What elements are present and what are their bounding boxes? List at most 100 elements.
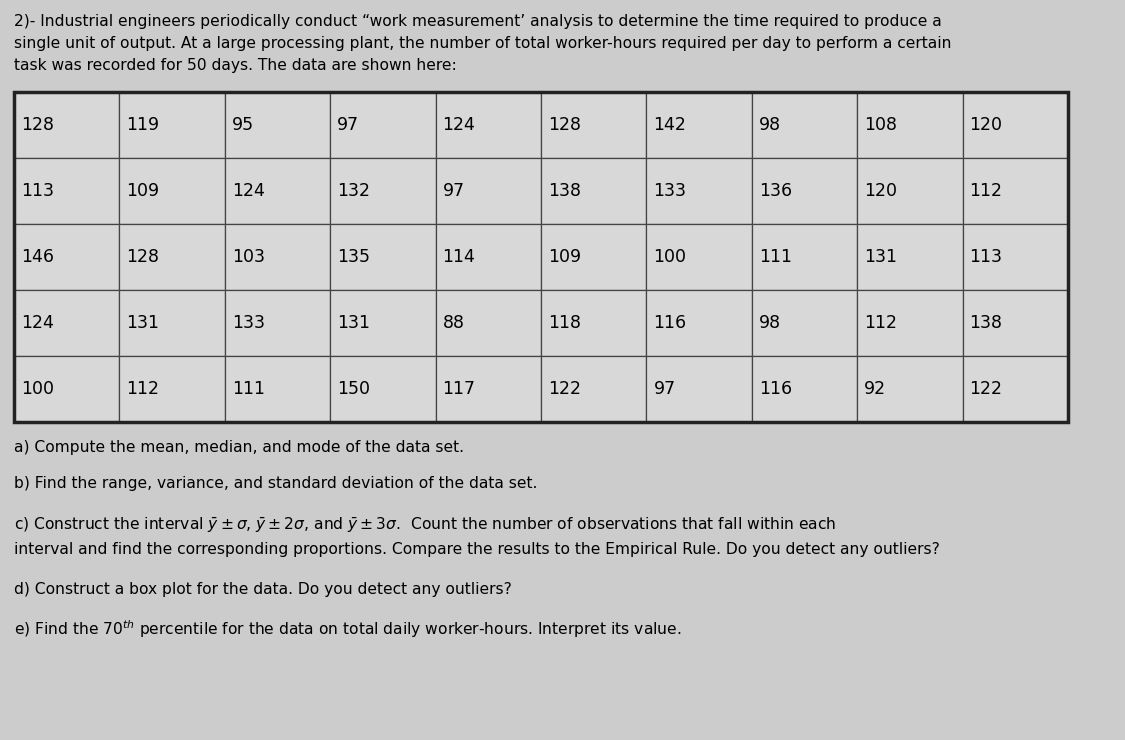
- Bar: [225, 290, 331, 356]
- Text: 131: 131: [338, 314, 370, 332]
- Text: 112: 112: [970, 182, 1002, 200]
- Text: 98: 98: [758, 116, 781, 134]
- Text: a) Compute the mean, median, and mode of the data set.: a) Compute the mean, median, and mode of…: [14, 440, 463, 455]
- Bar: [752, 356, 857, 422]
- Text: 118: 118: [548, 314, 580, 332]
- Text: 136: 136: [758, 182, 792, 200]
- Text: 88: 88: [442, 314, 465, 332]
- Text: 103: 103: [232, 248, 264, 266]
- Bar: [331, 224, 435, 290]
- Bar: [14, 158, 119, 224]
- Bar: [963, 224, 1068, 290]
- Text: 131: 131: [864, 248, 898, 266]
- Text: 109: 109: [548, 248, 582, 266]
- Bar: [14, 290, 119, 356]
- Text: d) Construct a box plot for the data. Do you detect any outliers?: d) Construct a box plot for the data. Do…: [14, 582, 512, 597]
- Bar: [541, 224, 647, 290]
- Bar: [647, 224, 752, 290]
- Text: 128: 128: [548, 116, 580, 134]
- Text: interval and find the corresponding proportions. Compare the results to the Empi: interval and find the corresponding prop…: [14, 542, 939, 557]
- Text: 124: 124: [442, 116, 476, 134]
- Bar: [857, 290, 963, 356]
- Bar: [541, 158, 647, 224]
- Text: 97: 97: [654, 380, 675, 398]
- Bar: [119, 92, 225, 158]
- Bar: [331, 158, 435, 224]
- Bar: [857, 92, 963, 158]
- Text: 111: 111: [758, 248, 792, 266]
- Bar: [647, 290, 752, 356]
- Text: 132: 132: [338, 182, 370, 200]
- Bar: [225, 158, 331, 224]
- Text: 150: 150: [338, 380, 370, 398]
- Bar: [752, 290, 857, 356]
- Text: task was recorded for 50 days. The data are shown here:: task was recorded for 50 days. The data …: [14, 58, 457, 73]
- Text: 120: 120: [864, 182, 898, 200]
- Bar: [331, 290, 435, 356]
- Bar: [14, 356, 119, 422]
- Text: 109: 109: [126, 182, 160, 200]
- Bar: [857, 158, 963, 224]
- Text: 138: 138: [970, 314, 1002, 332]
- Bar: [435, 92, 541, 158]
- Text: 138: 138: [548, 182, 580, 200]
- Bar: [435, 158, 541, 224]
- Bar: [331, 92, 435, 158]
- Bar: [647, 92, 752, 158]
- Text: 92: 92: [864, 380, 886, 398]
- Text: 117: 117: [442, 380, 476, 398]
- Bar: [857, 356, 963, 422]
- Bar: [119, 290, 225, 356]
- Text: 100: 100: [654, 248, 686, 266]
- Text: 111: 111: [232, 380, 264, 398]
- Bar: [647, 356, 752, 422]
- Text: 120: 120: [970, 116, 1002, 134]
- Text: 128: 128: [126, 248, 160, 266]
- Text: 112: 112: [126, 380, 160, 398]
- Text: 116: 116: [654, 314, 686, 332]
- Text: 119: 119: [126, 116, 160, 134]
- Bar: [963, 356, 1068, 422]
- Text: 146: 146: [21, 248, 54, 266]
- Bar: [119, 158, 225, 224]
- Bar: [14, 224, 119, 290]
- Bar: [541, 356, 647, 422]
- Text: c) Construct the interval $\bar{y} \pm \sigma$, $\bar{y} \pm 2\sigma$, and $\bar: c) Construct the interval $\bar{y} \pm \…: [14, 516, 836, 535]
- Bar: [119, 356, 225, 422]
- Text: 122: 122: [548, 380, 580, 398]
- Bar: [14, 92, 1068, 422]
- Text: 100: 100: [21, 380, 54, 398]
- Text: 124: 124: [21, 314, 54, 332]
- Text: b) Find the range, variance, and standard deviation of the data set.: b) Find the range, variance, and standar…: [14, 476, 538, 491]
- Bar: [857, 224, 963, 290]
- Text: 135: 135: [338, 248, 370, 266]
- Bar: [225, 356, 331, 422]
- Text: 97: 97: [442, 182, 465, 200]
- Bar: [14, 92, 119, 158]
- Text: 124: 124: [232, 182, 264, 200]
- Text: 114: 114: [442, 248, 476, 266]
- Bar: [331, 356, 435, 422]
- Bar: [963, 92, 1068, 158]
- Bar: [541, 92, 647, 158]
- Text: 113: 113: [21, 182, 54, 200]
- Text: 98: 98: [758, 314, 781, 332]
- Text: 116: 116: [758, 380, 792, 398]
- Text: 2)- Industrial engineers periodically conduct “work measurement’ analysis to det: 2)- Industrial engineers periodically co…: [14, 14, 942, 29]
- Text: 131: 131: [126, 314, 160, 332]
- Text: 95: 95: [232, 116, 254, 134]
- Bar: [963, 158, 1068, 224]
- Text: 142: 142: [654, 116, 686, 134]
- Text: e) Find the 70$^{th}$ percentile for the data on total daily worker-hours. Inter: e) Find the 70$^{th}$ percentile for the…: [14, 618, 682, 639]
- Bar: [225, 92, 331, 158]
- Bar: [435, 224, 541, 290]
- Text: 108: 108: [864, 116, 898, 134]
- Text: 122: 122: [970, 380, 1002, 398]
- Bar: [752, 92, 857, 158]
- Text: 97: 97: [338, 116, 359, 134]
- Bar: [752, 158, 857, 224]
- Bar: [963, 290, 1068, 356]
- Text: 133: 133: [654, 182, 686, 200]
- Bar: [541, 290, 647, 356]
- Bar: [119, 224, 225, 290]
